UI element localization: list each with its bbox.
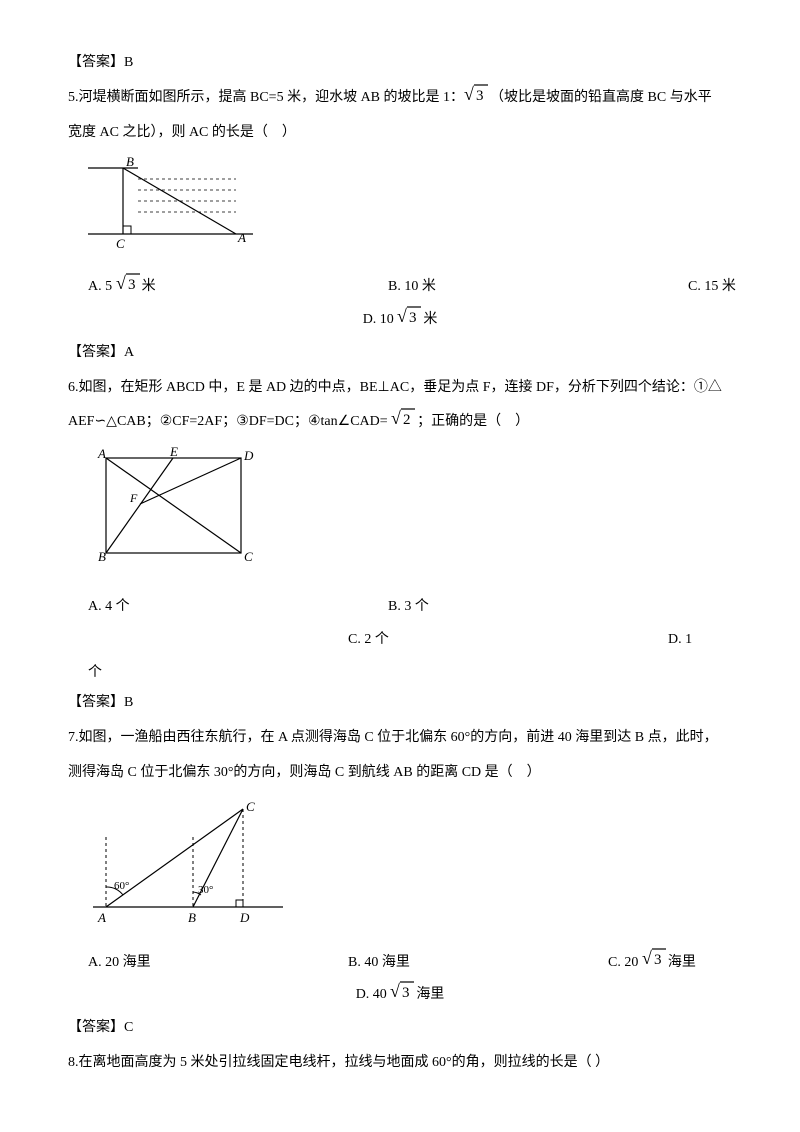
opt-text: 米 (423, 312, 437, 327)
q7-opt-b: B. 40 海里 (348, 948, 608, 979)
q7-figure: 60° 30° A B D C (88, 797, 732, 940)
sqrt-icon: √3 (397, 304, 423, 332)
svg-text:B: B (126, 156, 134, 169)
svg-text:60°: 60° (114, 880, 129, 892)
q7-opt-d: D. 40 √3海里 (356, 987, 445, 1002)
svg-text:E: E (169, 446, 178, 459)
svg-text:C: C (246, 799, 255, 814)
q5-figure: B C A (88, 156, 732, 264)
question-5: 5.河堤横断面如图所示，提高 BC=5 米，迎水坡 AB 的坡比是 1：√3（坡… (68, 83, 732, 114)
svg-text:D: D (243, 448, 254, 463)
q7-options-1: A. 20 海里 B. 40 海里 C. 20 √3海里 (68, 948, 732, 979)
svg-text:3: 3 (654, 952, 662, 968)
q6-figure: A E D B C F (88, 446, 732, 584)
svg-text:F: F (129, 491, 138, 505)
q5-opt-a: A. 5 √3米 (88, 272, 388, 303)
q6-options-2: C. 2 个 D. 1 (68, 625, 732, 656)
svg-text:B: B (98, 549, 106, 564)
svg-text:2: 2 (403, 412, 411, 428)
q6-text-b: AEF∽△CAB；②CF=2AF；③DF=DC；④tan∠CAD= (68, 414, 391, 429)
svg-text:√: √ (391, 408, 401, 428)
question-8: 8.在离地面高度为 5 米处引拉线固定电线杆，拉线与地面成 60°的角，则拉线的… (68, 1048, 732, 1079)
svg-text:C: C (244, 549, 253, 564)
sqrt-val: 3 (476, 88, 484, 104)
svg-text:√: √ (116, 273, 126, 293)
svg-text:30°: 30° (198, 884, 213, 896)
opt-text: 海里 (416, 987, 444, 1002)
q5-opt-d: D. 10 √3米 (363, 312, 438, 327)
q5-text-b: （坡比是坡面的铅直高度 BC 与水平 (490, 90, 712, 105)
opt-text: 米 (142, 279, 156, 294)
q6-opt-c: C. 2 个 (348, 625, 668, 656)
q6-line2: AEF∽△CAB；②CF=2AF；③DF=DC；④tan∠CAD= √2；正确的… (68, 407, 732, 438)
q7-options-2: D. 40 √3海里 (68, 980, 732, 1011)
q5-options-2: D. 10 √3米 (68, 305, 732, 336)
opt-text: D. 10 (363, 312, 398, 327)
opt-text: C. 20 (608, 955, 642, 970)
svg-text:3: 3 (128, 277, 136, 293)
q6-text-c: ；正确的是（ ） (417, 414, 529, 429)
q6-opt-d2: 个 (68, 658, 732, 689)
svg-text:C: C (116, 236, 125, 251)
answer-5: 【答案】A (68, 338, 732, 369)
svg-text:√: √ (642, 948, 652, 968)
q7-line2: 测得海岛 C 位于北偏东 30°的方向，则海岛 C 到航线 AB 的距离 CD … (68, 758, 732, 789)
sqrt-icon: √3 (116, 271, 142, 299)
sqrt-icon: √3 (390, 979, 416, 1007)
answer-6: 【答案】B (68, 688, 732, 719)
svg-text:A: A (97, 910, 106, 925)
q5-opt-b: B. 10 米 (388, 272, 688, 303)
svg-text:A: A (237, 230, 246, 245)
svg-text:√: √ (464, 84, 474, 104)
q5-line2: 宽度 AC 之比），则 AC 的长是（ ） (68, 118, 732, 149)
q6-options-1: A. 4 个 B. 3 个 (68, 592, 732, 623)
q6-opt-d: D. 1 (668, 625, 692, 656)
svg-text:D: D (239, 910, 250, 925)
q6-opt-a: A. 4 个 (88, 592, 388, 623)
opt-text: D. 40 (356, 987, 391, 1002)
sqrt-icon: √2 (391, 406, 417, 434)
svg-text:√: √ (397, 306, 407, 326)
svg-text:B: B (188, 910, 196, 925)
opt-text: 海里 (668, 955, 696, 970)
answer-7: 【答案】C (68, 1013, 732, 1044)
svg-text:3: 3 (402, 985, 410, 1001)
q6-opt-b: B. 3 个 (388, 592, 688, 623)
q5-options-1: A. 5 √3米 B. 10 米 C. 15 米 (68, 272, 732, 303)
q5-text-a: 5.河堤横断面如图所示，提高 BC=5 米，迎水坡 AB 的坡比是 1： (68, 90, 464, 105)
question-6: 6.如图，在矩形 ABCD 中，E 是 AD 边的中点，BE⊥AC，垂足为点 F… (68, 373, 732, 404)
opt-text: A. 5 (88, 279, 116, 294)
svg-text:3: 3 (409, 310, 417, 326)
svg-text:√: √ (390, 981, 400, 1001)
sqrt-icon: √3 (464, 82, 490, 110)
question-7: 7.如图，一渔船由西往东航行，在 A 点测得海岛 C 位于北偏东 60°的方向，… (68, 723, 732, 754)
q7-opt-c: C. 20 √3海里 (608, 948, 696, 979)
svg-text:A: A (97, 446, 106, 461)
q7-opt-a: A. 20 海里 (88, 948, 348, 979)
q5-opt-c: C. 15 米 (688, 272, 736, 303)
sqrt-icon: √3 (642, 946, 668, 974)
answer-4: 【答案】B (68, 48, 732, 79)
